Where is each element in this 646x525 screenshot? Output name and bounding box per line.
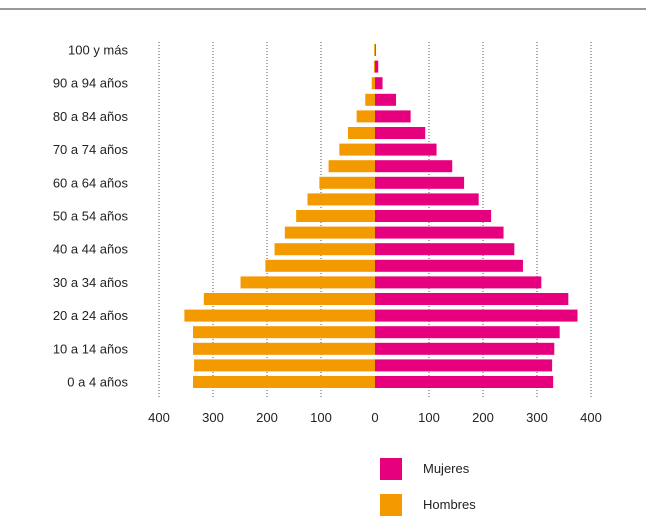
x-tick-label: 300 — [526, 410, 548, 425]
bar-hombres — [339, 143, 375, 156]
bar-hombres — [374, 44, 375, 56]
category-label: 80 a 84 años — [53, 109, 129, 124]
x-tick-label: 200 — [472, 410, 494, 425]
bar-mujeres — [375, 127, 426, 139]
bar-mujeres — [375, 110, 411, 123]
legend-label-hombres: Hombres — [423, 497, 476, 512]
category-label: 100 y más — [68, 43, 128, 58]
bar-hombres — [193, 326, 375, 339]
category-label: 20 a 24 años — [53, 308, 129, 323]
x-tick-label: 400 — [580, 410, 602, 425]
bar-hombres — [373, 60, 375, 73]
category-label: 60 a 64 años — [53, 175, 129, 190]
bar-mujeres — [375, 259, 523, 272]
bar-mujeres — [375, 93, 397, 106]
bar-hombres — [240, 276, 375, 289]
category-label: 90 a 94 años — [53, 76, 129, 91]
x-tick-labels: 400 300 200 100 0 100 200 300 400 — [148, 410, 602, 425]
bar-mujeres — [375, 293, 569, 305]
bar-hombres — [319, 176, 375, 189]
bar-mujeres — [375, 160, 453, 173]
bar-hombres — [307, 193, 375, 206]
bar-hombres — [365, 93, 375, 106]
legend-label-mujeres: Mujeres — [423, 461, 470, 476]
bar-hombres — [193, 376, 375, 388]
bar-hombres — [203, 293, 375, 305]
x-tick-label: 0 — [371, 410, 378, 425]
bar-mujeres — [375, 342, 555, 355]
grid-lines — [158, 42, 592, 399]
x-tick-label: 200 — [256, 410, 278, 425]
bar-hombres — [328, 160, 375, 173]
bar-mujeres — [375, 193, 479, 206]
legend: Mujeres Hombres — [380, 458, 476, 516]
bar-mujeres — [375, 309, 578, 322]
bar-mujeres — [375, 210, 492, 222]
category-label: 50 a 54 años — [53, 209, 129, 224]
bar-hombres — [356, 110, 375, 123]
legend-swatch-hombres — [380, 494, 402, 516]
bar-hombres — [194, 359, 375, 372]
x-tick-label: 100 — [310, 410, 332, 425]
bar-mujeres — [375, 60, 379, 73]
bar-mujeres — [375, 176, 465, 189]
category-label: 70 a 74 años — [53, 142, 129, 157]
bar-mujeres — [375, 359, 553, 372]
bar-hombres — [193, 342, 375, 355]
bar-mujeres — [375, 376, 554, 388]
bar-mujeres — [375, 276, 542, 289]
category-label: 30 a 34 años — [53, 275, 129, 290]
x-tick-label: 100 — [418, 410, 440, 425]
category-label: 0 a 4 años — [67, 375, 128, 390]
category-label: 40 a 44 años — [53, 242, 129, 257]
bar-mujeres — [375, 143, 437, 156]
x-tick-label: 300 — [202, 410, 224, 425]
bar-hombres — [265, 259, 375, 272]
bar-hombres — [348, 127, 375, 139]
bar-mujeres — [375, 226, 504, 239]
bar-hombres — [184, 309, 375, 322]
bar-hombres — [274, 243, 375, 256]
bar-mujeres — [375, 44, 376, 56]
bar-mujeres — [375, 243, 515, 256]
category-label: 10 a 14 años — [53, 341, 129, 356]
bar-mujeres — [375, 326, 560, 339]
bars-group — [184, 44, 578, 388]
category-labels: 0 a 4 años 10 a 14 años 20 a 24 años 30 a 3… — [53, 43, 129, 390]
legend-swatch-mujeres — [380, 458, 402, 480]
x-tick-label: 400 — [148, 410, 170, 425]
bar-hombres — [284, 226, 375, 239]
bar-hombres — [371, 77, 375, 90]
bar-hombres — [296, 210, 375, 222]
bar-mujeres — [375, 77, 383, 90]
